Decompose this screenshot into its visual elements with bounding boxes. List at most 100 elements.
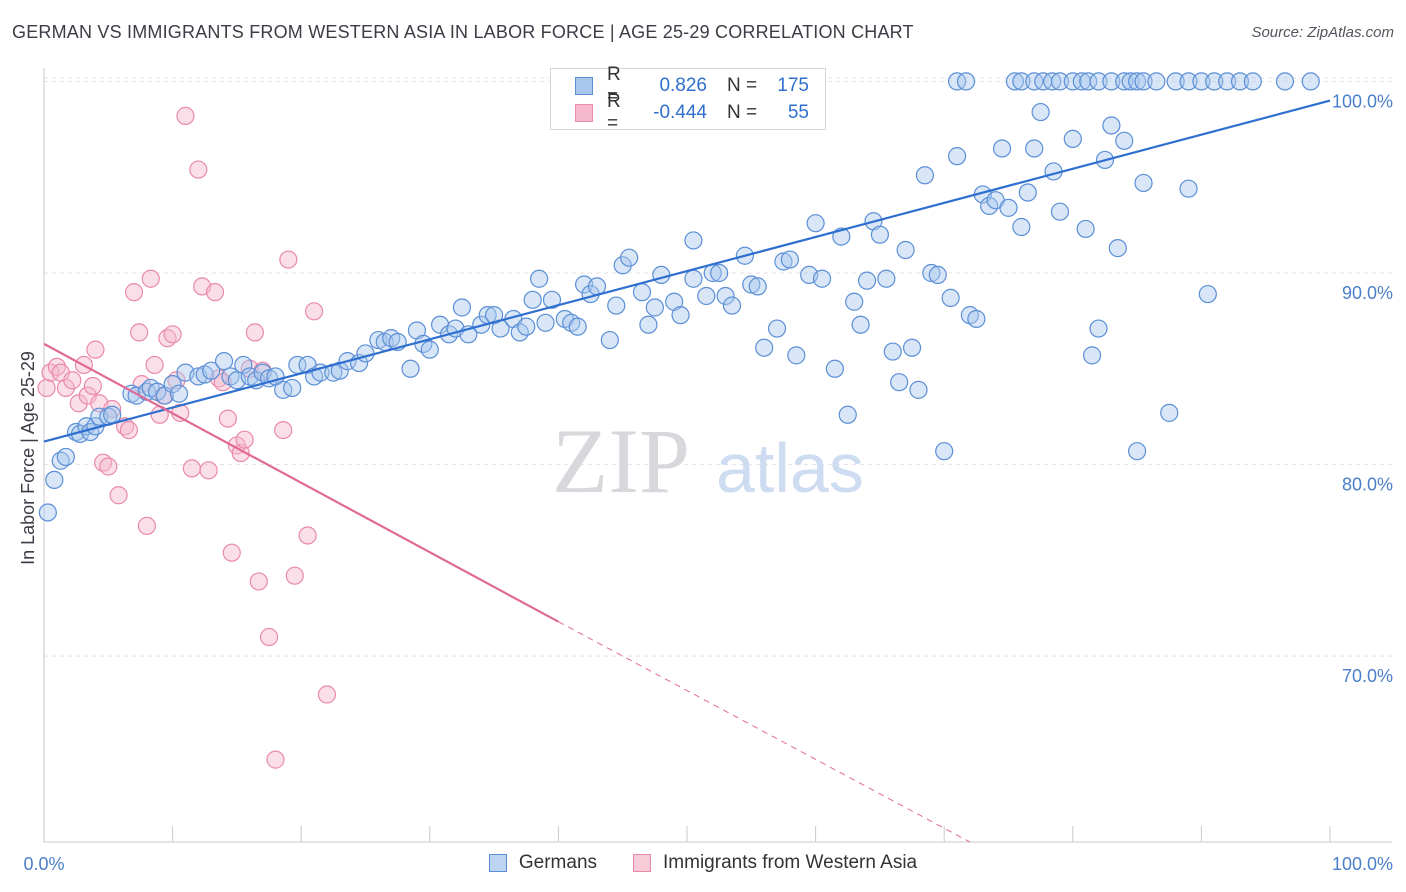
germans-point xyxy=(684,231,703,250)
germans-point xyxy=(452,298,472,317)
germans-point xyxy=(607,296,626,315)
legend-swatch-germans xyxy=(575,77,593,95)
immigrants-point xyxy=(124,283,144,302)
immigrants-point xyxy=(317,685,337,704)
germans-point xyxy=(568,317,587,336)
legend-swatch-germans xyxy=(488,854,507,872)
germans-point xyxy=(163,375,182,394)
legend-item-immigrants: Immigrants from Western Asia xyxy=(633,852,917,874)
germans-point xyxy=(1134,173,1153,193)
legend-n-value: 175 xyxy=(777,75,809,96)
axis-layer xyxy=(43,68,1392,843)
germans-point xyxy=(1192,72,1211,91)
immigrants-point xyxy=(37,378,56,398)
legend-r-value: -0.444 xyxy=(653,102,707,123)
germans-point xyxy=(1127,442,1147,461)
germans-point xyxy=(1230,72,1250,91)
germans-point xyxy=(935,442,954,461)
germans-point xyxy=(600,330,619,350)
germans-point xyxy=(838,405,857,424)
immigrants-point xyxy=(119,420,138,440)
watermark: ZIP atlas xyxy=(552,410,864,512)
immigrants-point xyxy=(145,355,164,375)
y-tick-label: 80.0% xyxy=(1342,475,1393,495)
germans-point xyxy=(1082,346,1102,365)
immigrants-point xyxy=(205,283,225,302)
germans-point xyxy=(748,277,767,296)
germans-point xyxy=(1127,72,1147,91)
germans-point xyxy=(947,147,967,166)
legend-n-label: N = xyxy=(727,75,758,96)
germans-point xyxy=(1102,72,1121,91)
germans-point xyxy=(1018,183,1037,202)
germans-point xyxy=(825,359,844,378)
immigrants-point xyxy=(266,750,285,769)
germans-point xyxy=(1079,72,1098,91)
y-tick-label: 100.0% xyxy=(1332,91,1393,111)
germans-point xyxy=(523,290,542,309)
germans-point xyxy=(1108,238,1127,258)
germans-point xyxy=(1076,219,1095,239)
legend-n-value: 55 xyxy=(787,102,809,123)
watermark-atlas: atlas xyxy=(716,429,864,507)
germans-point xyxy=(877,269,896,288)
germans-point xyxy=(1166,72,1185,91)
legend-swatch-immigrants xyxy=(633,854,652,872)
germans-point xyxy=(755,338,774,357)
x-tick-label-min: 0.0% xyxy=(23,854,64,874)
immigrants-point xyxy=(163,325,182,344)
germans-point xyxy=(941,288,960,308)
legend-r-value: 0.826 xyxy=(659,75,707,96)
germans-point xyxy=(274,380,293,399)
germans-point xyxy=(1089,72,1108,91)
germans-point xyxy=(1063,129,1082,148)
germans-point xyxy=(169,384,189,403)
germans-point xyxy=(1031,102,1050,122)
immigrants-point xyxy=(245,323,265,342)
germans-point xyxy=(780,250,799,269)
germans-point xyxy=(652,265,671,285)
immigrants-point xyxy=(222,543,241,562)
germans-point xyxy=(1012,72,1031,91)
germans-point xyxy=(639,315,658,334)
germans-point xyxy=(214,352,234,371)
germans-point xyxy=(909,380,928,399)
watermark-zip: ZIP xyxy=(552,410,690,512)
germans-point xyxy=(1115,131,1134,150)
legend-item-germans: Germans xyxy=(488,852,597,874)
legend-swatch-immigrants xyxy=(575,104,593,122)
trend-layer xyxy=(43,99,1331,843)
germans-point xyxy=(632,283,652,302)
germans-point xyxy=(722,296,742,315)
immigrants-point xyxy=(86,340,105,359)
immigrants-point xyxy=(199,461,218,480)
germans-point xyxy=(883,342,902,361)
immigrants-point xyxy=(235,430,254,449)
immigrants-point xyxy=(304,302,324,321)
germans-point xyxy=(1005,72,1025,91)
immigrants-point xyxy=(83,376,102,396)
immigrants-point xyxy=(249,572,268,591)
germans-point xyxy=(45,470,64,490)
germans-trend-line xyxy=(43,99,1331,443)
germans-point xyxy=(517,317,536,336)
germans-point xyxy=(710,263,729,283)
immigrants-point xyxy=(274,420,293,440)
immigrants-point xyxy=(218,409,237,428)
germans-point xyxy=(1050,72,1070,91)
immigrants-point xyxy=(176,106,195,125)
germans-point xyxy=(1147,72,1166,91)
germans-point xyxy=(1012,217,1031,237)
germans-point xyxy=(915,166,935,185)
immigrants-point xyxy=(137,516,156,535)
germans-point xyxy=(1160,403,1179,422)
germans-point xyxy=(902,338,922,357)
germans-point xyxy=(645,298,664,317)
germans-point xyxy=(1301,72,1320,91)
source-label: Source: ZipAtlas.com xyxy=(1251,24,1394,41)
legend-n-label: N = xyxy=(727,102,758,123)
germans-point xyxy=(896,240,915,260)
germans-point xyxy=(1243,72,1262,91)
germans-point xyxy=(787,346,806,365)
germans-point xyxy=(812,269,832,288)
